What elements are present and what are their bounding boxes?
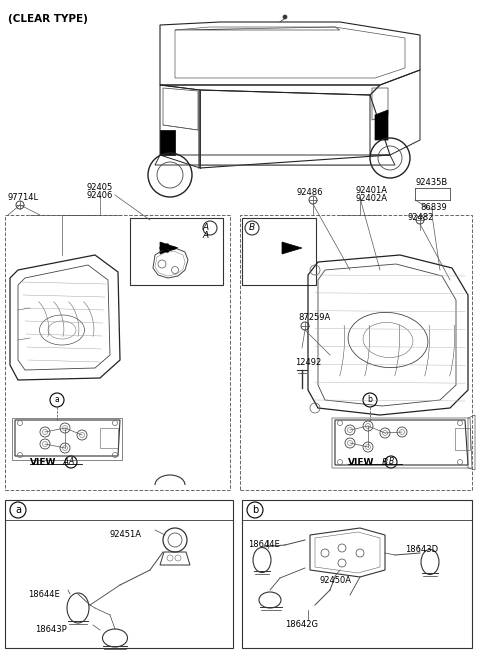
Text: 18643P: 18643P — [35, 625, 67, 634]
Text: B: B — [382, 458, 388, 467]
Text: 92401A: 92401A — [355, 186, 387, 195]
Text: 92435B: 92435B — [415, 178, 447, 187]
Text: a: a — [15, 505, 21, 515]
Text: 92402A: 92402A — [355, 194, 387, 203]
Text: (CLEAR TYPE): (CLEAR TYPE) — [8, 14, 88, 24]
Text: 92486: 92486 — [297, 188, 323, 197]
Text: 18644E: 18644E — [248, 540, 280, 549]
Bar — [5, 215, 230, 490]
Circle shape — [283, 15, 287, 19]
Polygon shape — [375, 110, 388, 140]
Text: A: A — [203, 223, 209, 232]
Text: VIEW: VIEW — [348, 458, 374, 467]
Bar — [100, 428, 118, 448]
Text: A: A — [68, 458, 73, 466]
Text: 92405: 92405 — [87, 183, 113, 192]
Text: 18642G: 18642G — [285, 620, 318, 629]
Text: 18643D: 18643D — [405, 545, 438, 554]
Text: B: B — [388, 458, 394, 466]
Text: A: A — [203, 231, 209, 240]
Text: VIEW: VIEW — [30, 458, 56, 467]
Text: 86839: 86839 — [420, 203, 447, 212]
Bar — [242, 218, 316, 285]
Polygon shape — [160, 242, 178, 254]
Bar — [455, 428, 470, 450]
Polygon shape — [160, 130, 175, 155]
Polygon shape — [282, 242, 302, 254]
Text: 92450A: 92450A — [320, 576, 352, 585]
Text: 97714L: 97714L — [8, 193, 39, 202]
Text: 92406: 92406 — [87, 191, 113, 200]
Text: b: b — [368, 396, 372, 404]
Text: 18644E: 18644E — [28, 590, 60, 599]
Text: A: A — [62, 458, 68, 467]
Text: 92482: 92482 — [408, 213, 434, 222]
Bar — [240, 215, 472, 490]
Bar — [130, 218, 223, 285]
Text: 12492: 12492 — [295, 358, 321, 367]
Text: a: a — [55, 396, 60, 404]
Text: 92451A: 92451A — [110, 530, 142, 539]
Text: B: B — [249, 223, 255, 232]
Text: b: b — [252, 505, 258, 515]
Bar — [5, 500, 233, 648]
Text: 87259A: 87259A — [298, 313, 330, 322]
Bar — [242, 500, 472, 648]
